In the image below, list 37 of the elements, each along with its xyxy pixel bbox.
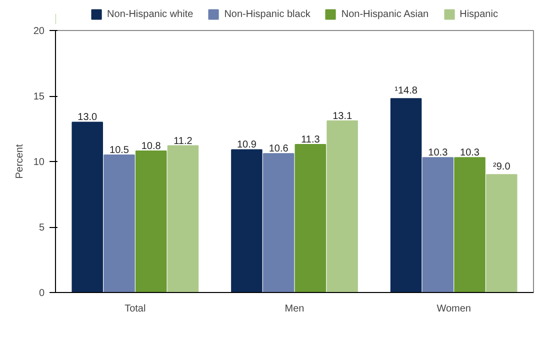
legend-label: Non-Hispanic Asian xyxy=(341,8,429,20)
bar xyxy=(231,149,262,292)
bar xyxy=(390,98,422,292)
bar xyxy=(72,122,104,292)
x-tick-label: Total xyxy=(124,304,146,314)
bar xyxy=(294,144,326,292)
bar xyxy=(167,145,199,292)
data-label: 10.5 xyxy=(110,144,130,156)
x-tick-label: Women xyxy=(436,304,471,314)
legend-label: Hispanic xyxy=(460,8,498,20)
bar xyxy=(135,150,167,292)
data-label: 11.3 xyxy=(301,134,320,146)
data-label: 13.0 xyxy=(78,112,98,124)
data-label: 10.8 xyxy=(141,141,162,152)
bar xyxy=(422,157,454,292)
y-axis-title: Percent xyxy=(14,144,26,179)
y-tick-label: 20 xyxy=(33,26,45,37)
bar xyxy=(486,174,518,292)
data-label: 10.6 xyxy=(268,144,289,155)
data-label: 13.1 xyxy=(332,110,352,122)
legend-label: Non-Hispanic white xyxy=(107,8,194,20)
data-label: ¹14.8 xyxy=(394,86,418,97)
bar xyxy=(326,120,358,292)
bar xyxy=(104,154,135,292)
y-tick-label: 5 xyxy=(38,222,45,234)
bar xyxy=(454,157,486,292)
data-label: 10.3 xyxy=(428,148,448,159)
data-label: 10.3 xyxy=(460,148,480,159)
y-tick-label: 10 xyxy=(33,157,45,168)
y-tick-label: 0 xyxy=(38,288,45,299)
bar xyxy=(262,153,294,292)
data-label: 11.2 xyxy=(174,136,193,147)
data-label: 10.9 xyxy=(236,140,257,151)
data-label: ²9.0 xyxy=(493,162,511,173)
y-tick-label: 15 xyxy=(33,92,45,102)
x-tick-label: Men xyxy=(284,304,304,314)
legend-label: Non-Hispanic black xyxy=(224,8,310,20)
